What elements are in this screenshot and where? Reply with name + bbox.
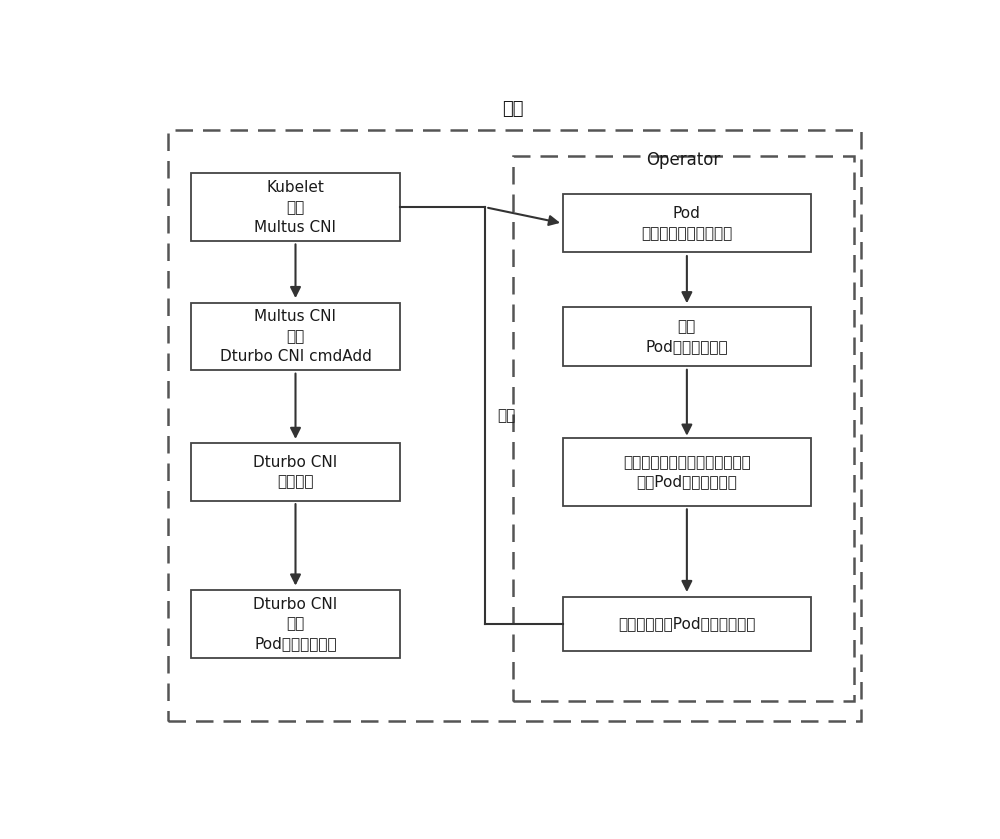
Text: 监听: 监听 — [497, 408, 515, 423]
FancyBboxPatch shape — [191, 174, 400, 241]
Text: 记录已创建的Pod网络接口列表: 记录已创建的Pod网络接口列表 — [618, 617, 756, 632]
FancyBboxPatch shape — [191, 443, 400, 501]
FancyBboxPatch shape — [191, 303, 400, 370]
Text: Dturbo CNI
参数校验: Dturbo CNI 参数校验 — [253, 455, 338, 489]
Text: Dturbo CNI
记录
Pod网络命名空间: Dturbo CNI 记录 Pod网络命名空间 — [253, 597, 338, 651]
Text: Pod
新增网络命名空间记录: Pod 新增网络命名空间记录 — [641, 206, 732, 241]
Text: Operator: Operator — [646, 150, 720, 169]
FancyBboxPatch shape — [563, 438, 811, 506]
Text: 获取
Pod网络接口定义: 获取 Pod网络接口定义 — [646, 319, 728, 354]
FancyBboxPatch shape — [563, 597, 811, 651]
FancyBboxPatch shape — [563, 307, 811, 366]
Text: Multus CNI
调用
Dturbo CNI cmdAdd: Multus CNI 调用 Dturbo CNI cmdAdd — [220, 310, 371, 364]
Text: Kubelet
调用
Multus CNI: Kubelet 调用 Multus CNI — [254, 180, 336, 235]
Text: 根据定义创建对应的网络接口并
加入Pod网络命名空间: 根据定义创建对应的网络接口并 加入Pod网络命名空间 — [623, 455, 751, 489]
Text: 节点: 节点 — [502, 100, 523, 118]
FancyBboxPatch shape — [191, 590, 400, 658]
FancyBboxPatch shape — [563, 195, 811, 253]
